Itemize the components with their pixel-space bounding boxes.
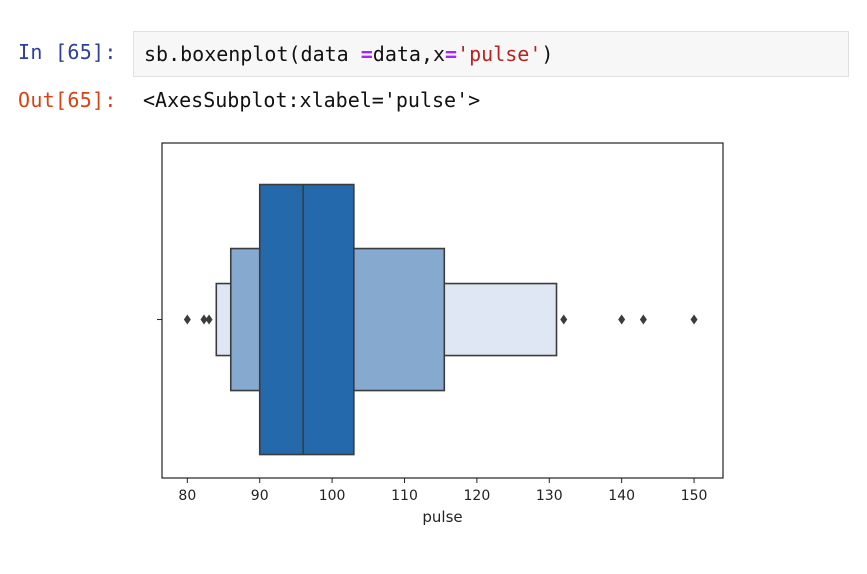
x-tick-label: 110 (391, 488, 418, 504)
input-prompt: In [65]: (18, 40, 117, 64)
boxen-plot: 80 90 100 110 120 130 140 150 pulse (157, 142, 724, 526)
x-axis-label: pulse (422, 508, 462, 526)
x-tick-label: 80 (178, 488, 196, 504)
boxen-box-level-1 (258, 183, 355, 456)
x-tick-label: 120 (464, 488, 491, 504)
code-cell-input[interactable]: sb.boxenplot(data =data,x='pulse') (133, 31, 849, 77)
code-text: sb.boxenplot(data =data,x='pulse') (144, 42, 554, 66)
outliers-layer (183, 314, 698, 325)
output-prompt: Out[65]: (18, 88, 117, 112)
x-tick-label: 100 (319, 488, 346, 504)
outlier-point (200, 314, 208, 325)
x-tick-label: 130 (536, 488, 563, 504)
outlier-point (560, 314, 568, 325)
outlier-point (183, 314, 191, 325)
x-tick-label: 150 (681, 488, 708, 504)
x-tick-label: 90 (251, 488, 269, 504)
output-text: <AxesSubplot:xlabel='pulse'> (143, 88, 481, 112)
x-tick-label: 140 (608, 488, 635, 504)
x-ticks: 80 90 100 110 120 130 140 150 (178, 478, 707, 504)
outlier-point (618, 314, 626, 325)
outlier-point (690, 314, 698, 325)
outlier-point (639, 314, 647, 325)
outlier-point (205, 314, 213, 325)
plot-frame (161, 142, 724, 479)
boxes-layer (215, 183, 558, 456)
